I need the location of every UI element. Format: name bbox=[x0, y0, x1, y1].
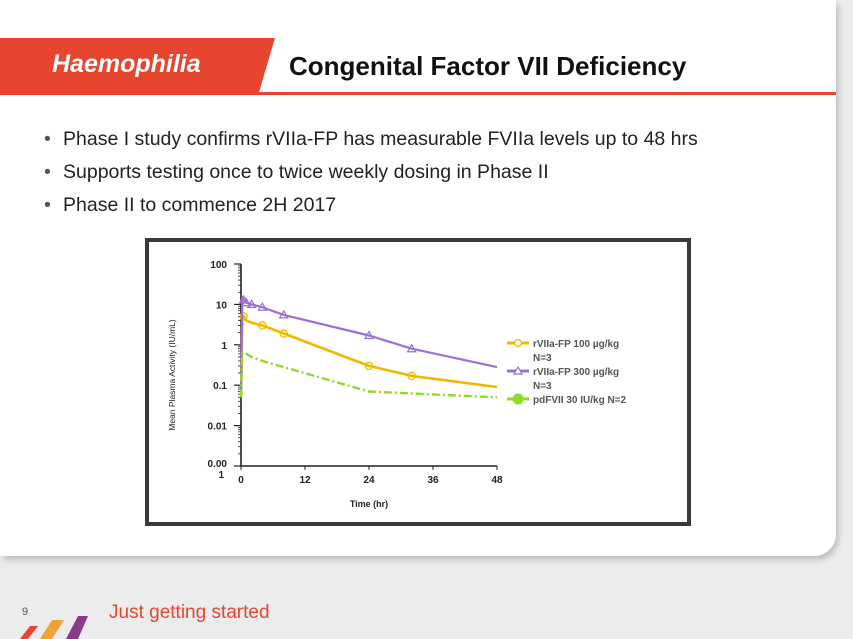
chart-frame: 100 10 1 0.1 0.01 0.00 1 0 12 24 36 48 Time (hr) Mean… bbox=[145, 238, 691, 526]
legend-marker bbox=[512, 393, 524, 405]
footer-tagline: Just getting started bbox=[109, 602, 270, 623]
data-point-triangle bbox=[278, 309, 289, 319]
series-line-1 bbox=[239, 313, 498, 398]
y-tick-label: 1 bbox=[218, 470, 224, 481]
y-tick-label: 1 bbox=[221, 341, 227, 352]
bullet-item: Phase I study confirms rVIIa-FP has meas… bbox=[44, 125, 698, 158]
category-tag-background bbox=[0, 38, 275, 94]
data-point-triangle bbox=[241, 297, 252, 307]
data-point-circle bbox=[407, 371, 416, 381]
category-tag: Haemophilia bbox=[52, 50, 201, 78]
series-line-2 bbox=[239, 296, 498, 398]
footer-logo-icon bbox=[20, 616, 88, 639]
bullet-item: Supports testing once to twice weekly do… bbox=[44, 158, 698, 191]
legend-label: rVIIa-FP 300 µg/kg bbox=[533, 367, 619, 378]
legend-label: N=3 bbox=[533, 353, 552, 364]
data-point-triangle bbox=[406, 343, 417, 353]
y-axis-label: Mean Plasma Activity (IU/mL) bbox=[167, 319, 177, 431]
y-tick-label: 0.01 bbox=[208, 422, 228, 433]
data-point-circle bbox=[364, 361, 374, 371]
title-underline bbox=[0, 92, 836, 95]
bullet-list: Phase I study confirms rVIIa-FP has meas… bbox=[44, 125, 698, 224]
legend-label: rVIIa-FP 100 µg/kg bbox=[533, 339, 619, 350]
data-point-triangle bbox=[363, 330, 375, 340]
data-point-triangle bbox=[246, 299, 257, 309]
y-tick-label: 10 bbox=[216, 300, 228, 311]
bullet-item: Phase II to commence 2H 2017 bbox=[44, 191, 698, 224]
x-tick-label: 12 bbox=[299, 475, 311, 486]
series-line-3 bbox=[239, 351, 498, 399]
y-tick-label: 0.00 bbox=[208, 459, 228, 470]
page-number: 9 bbox=[22, 606, 29, 618]
slide: Haemophilia Congenital Factor VII Defici… bbox=[0, 0, 836, 556]
y-tick-label: 100 bbox=[210, 260, 227, 271]
data-point-circle bbox=[239, 312, 248, 321]
data-point-circle bbox=[279, 329, 288, 338]
legend-marker bbox=[512, 365, 524, 375]
slide-title: Congenital Factor VII Deficiency bbox=[289, 51, 687, 81]
data-point-circle bbox=[258, 321, 267, 330]
y-tick-label: 0.1 bbox=[213, 381, 227, 392]
x-tick-label: 36 bbox=[427, 475, 439, 486]
x-tick-label: 0 bbox=[238, 475, 244, 486]
legend-label: N=3 bbox=[533, 381, 552, 392]
legend-label: pdFVII 30 IU/kg N=2 bbox=[533, 395, 627, 406]
x-axis-label: Time (hr) bbox=[350, 499, 388, 509]
x-tick-label: 24 bbox=[363, 475, 375, 486]
data-point-triangle bbox=[257, 302, 268, 311]
legend-marker bbox=[513, 338, 523, 348]
x-tick-label: 48 bbox=[491, 475, 503, 486]
